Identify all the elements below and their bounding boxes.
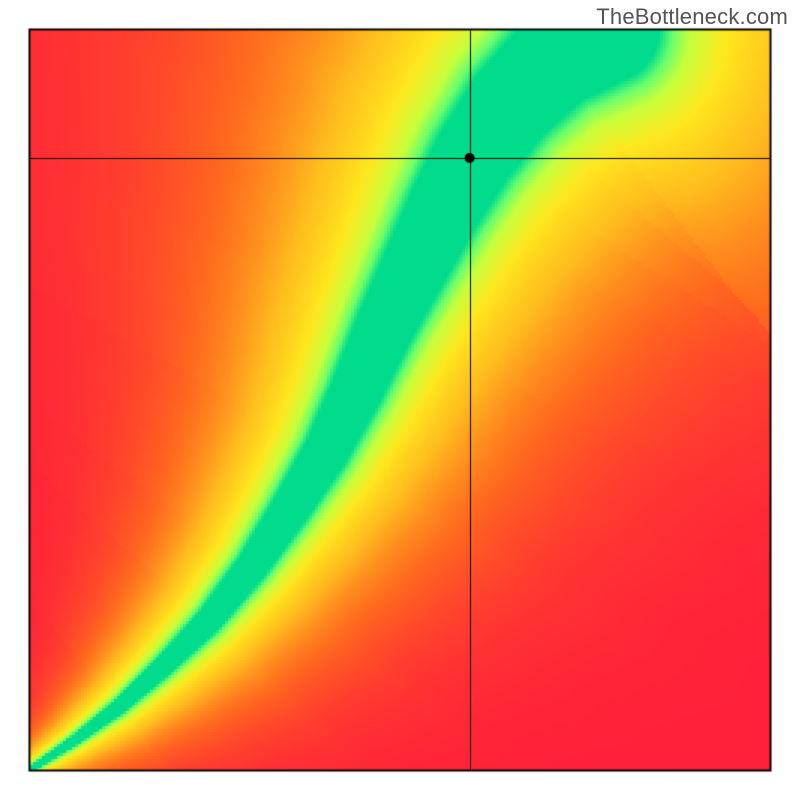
heatmap-canvas — [0, 0, 800, 800]
watermark-text: TheBottleneck.com — [596, 4, 788, 30]
chart-stage — [0, 0, 800, 800]
